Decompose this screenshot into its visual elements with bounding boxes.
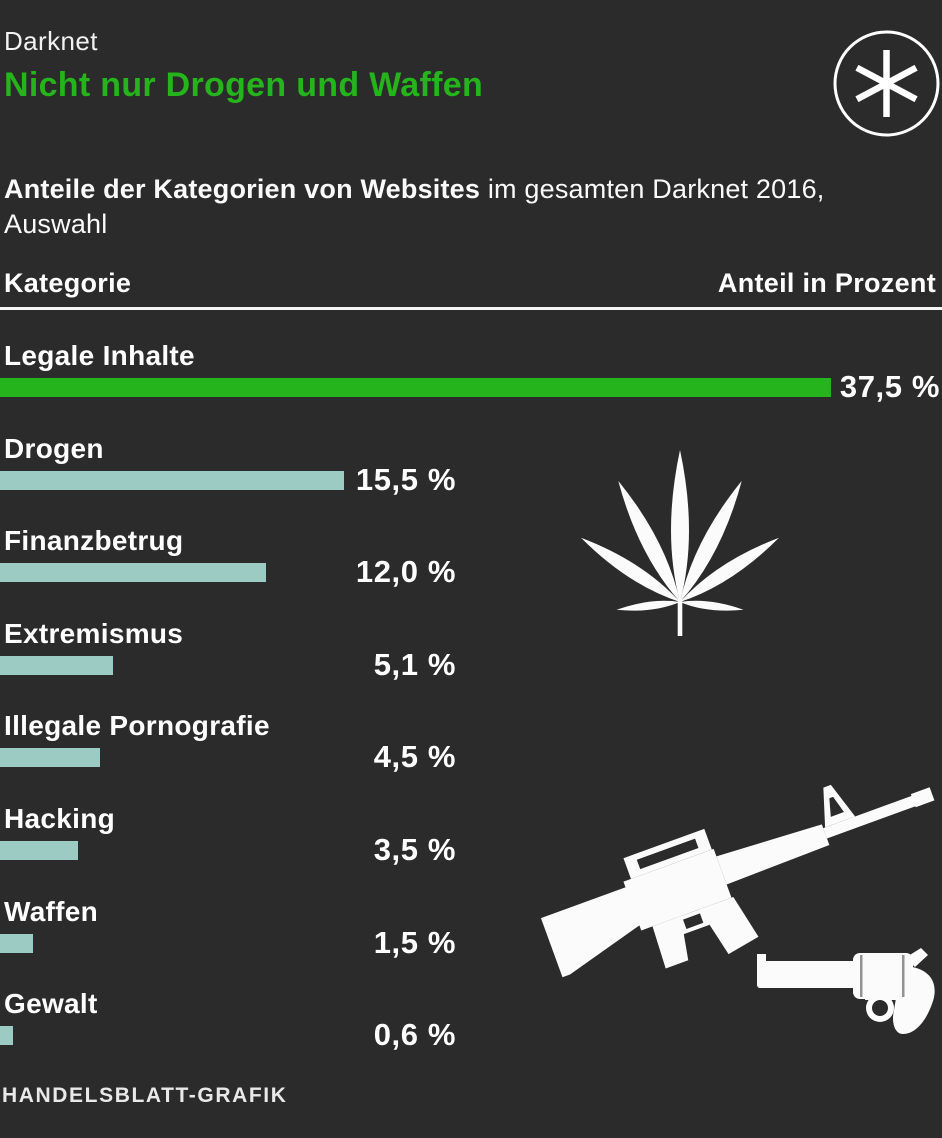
column-header-category: Kategorie: [4, 268, 132, 298]
bar-rows: Legale Inhalte 37,5 % Drogen 15,5 % Finanzbe…: [0, 340, 942, 1081]
value-label: 0,6 %: [373, 1017, 456, 1053]
category-label: Illegale Pornografie: [4, 710, 270, 742]
rifle-icon: [540, 784, 935, 978]
bar: [0, 933, 34, 953]
source-credit: HANDELSBLATT-GRAFIK: [2, 1084, 288, 1107]
bar: [0, 840, 78, 860]
value-label: 15,5 %: [355, 461, 456, 497]
value-label: 5,1 %: [373, 646, 456, 682]
bar: [0, 563, 266, 583]
category-label: Hacking: [4, 802, 116, 834]
chart-title: Nicht nur Drogen und Waffen: [4, 66, 484, 104]
chart-row: Illegale Pornografie 4,5 %: [0, 710, 942, 803]
value-label: 3,5 %: [373, 831, 456, 867]
category-label: Extremismus: [4, 617, 184, 649]
bar: [0, 1026, 14, 1046]
subtitle-rest: im gesamten Darknet 2016, Auswahl: [4, 174, 825, 239]
chart-row: Extremismus 5,1 %: [0, 618, 942, 711]
handelsblatt-asterisk-icon: [833, 30, 940, 137]
category-label: Gewalt: [4, 988, 98, 1020]
category-label: Waffen: [4, 895, 99, 927]
chart-row: Hacking 3,5 %: [0, 803, 942, 896]
cannabis-leaf-icon: [581, 450, 779, 636]
bar: [0, 378, 832, 397]
header-divider: [0, 307, 942, 310]
chart-row: Gewalt 0,6 %: [0, 988, 942, 1081]
value-label: 1,5 %: [373, 924, 456, 960]
value-label: 12,0 %: [355, 554, 456, 590]
bar: [0, 470, 344, 490]
chart-row: Legale Inhalte 37,5 %: [0, 340, 942, 433]
category-label: Drogen: [4, 432, 104, 464]
bar: [0, 655, 113, 675]
category-label: Legale Inhalte: [4, 340, 195, 371]
chart-row: Finanzbetrug 12,0 %: [0, 525, 942, 618]
chart-row: Drogen 15,5 %: [0, 433, 942, 526]
category-label: Finanzbetrug: [4, 525, 184, 557]
value-label: 4,5 %: [373, 739, 456, 775]
kicker-label: Darknet: [4, 26, 98, 56]
bar: [0, 748, 100, 768]
column-header-share: Anteil in Prozent: [717, 268, 936, 298]
value-label: 37,5 %: [839, 369, 940, 404]
chart-subtitle: Anteile der Kategorien von Websites im g…: [4, 172, 844, 242]
revolver-icon: [757, 948, 935, 1034]
subtitle-bold: Anteile der Kategorien von Websites: [4, 174, 481, 204]
chart-row: Waffen 1,5 %: [0, 896, 942, 989]
